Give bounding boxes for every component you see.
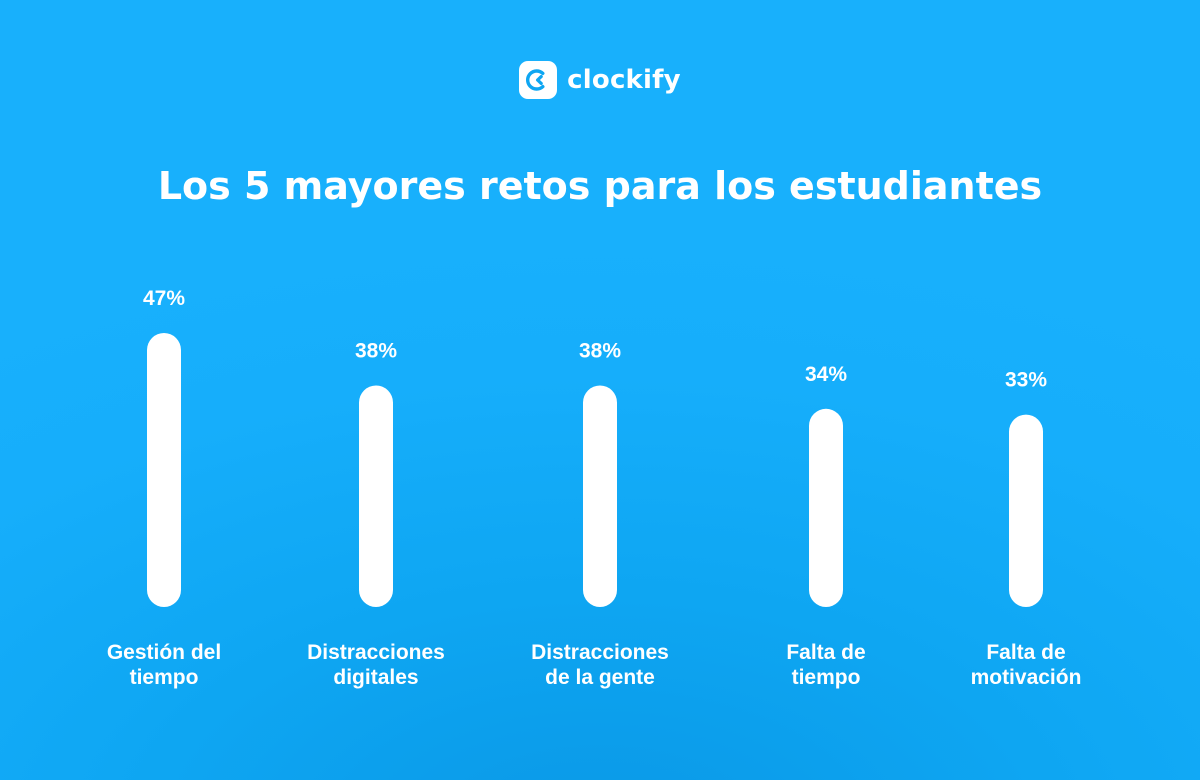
brand-name: clockify	[567, 65, 681, 95]
bar-3	[583, 385, 617, 607]
value-label-5: 33%	[1005, 369, 1047, 392]
category-label-line: Distracciones	[307, 641, 445, 664]
category-label-line: Falta de	[986, 641, 1065, 664]
chart-title: Los 5 mayores retos para los estudiantes	[157, 164, 1043, 208]
category-label-line: digitales	[333, 666, 418, 689]
value-label-1: 47%	[143, 287, 185, 310]
value-label-4: 34%	[805, 363, 847, 386]
category-label-line: Falta de	[786, 641, 865, 664]
category-label-line: Gestión del	[107, 641, 221, 664]
category-label-4: Falta de tiempo	[786, 641, 865, 689]
bar-2	[359, 385, 393, 607]
bar-4	[809, 408, 843, 607]
category-label-line: tiempo	[792, 666, 861, 689]
category-label-line: tiempo	[130, 666, 199, 689]
value-label-3: 38%	[579, 339, 621, 362]
category-label-2: Distracciones digitales	[307, 641, 445, 689]
category-label-line: Distracciones	[531, 641, 669, 664]
category-label-line: motivación	[971, 666, 1082, 689]
brand-header: clockify	[0, 58, 1200, 102]
category-label-3: Distracciones de la gente	[531, 641, 669, 689]
category-label-1: Gestión del tiempo	[107, 641, 221, 689]
value-label-2: 38%	[355, 339, 397, 362]
category-label-line: de la gente	[545, 666, 655, 689]
category-label-5: Falta de motivación	[971, 641, 1082, 689]
bar-1	[147, 333, 181, 607]
clockify-logo-icon	[519, 61, 558, 99]
bar-5	[1009, 414, 1043, 607]
